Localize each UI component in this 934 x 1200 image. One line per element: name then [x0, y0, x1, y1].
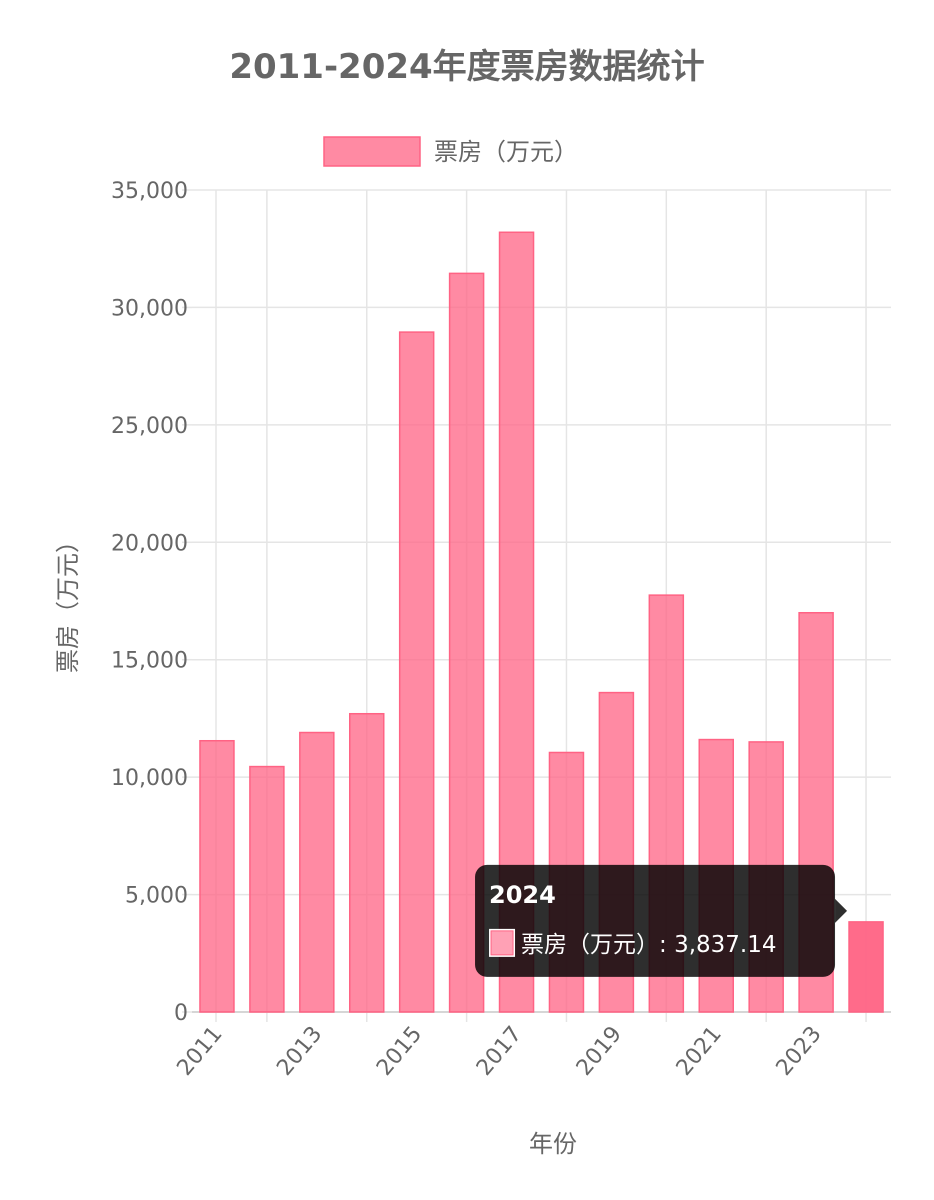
- x-tick-label: 2015: [372, 1022, 427, 1081]
- y-axis-title: 票房（万元）: [54, 529, 82, 673]
- chart-title: 2011-2024年度票房数据统计: [229, 47, 704, 87]
- tooltip: 2024 票房（万元）: 3,837.14: [475, 864, 848, 977]
- y-tick-label: 5,000: [125, 884, 188, 909]
- legend[interactable]: 票房（万元）: [323, 136, 578, 167]
- tooltip-swatch-fill: [490, 930, 514, 956]
- bar-2014[interactable]: [349, 712, 385, 1013]
- y-tick-label: 20,000: [111, 531, 188, 556]
- bar-2024[interactable]: [848, 921, 884, 1013]
- bar-2013[interactable]: [299, 731, 335, 1013]
- y-axis-ticks: 0 5,000 10,000 15,000 20,000 25,000 30,000 35,0…: [111, 179, 188, 1026]
- y-tick-label: 15,000: [111, 649, 188, 674]
- x-tick-label: 2021: [672, 1022, 727, 1081]
- tooltip-title: 2024: [489, 881, 556, 909]
- x-tick-label: 2019: [572, 1022, 627, 1081]
- bar-2011[interactable]: [199, 739, 235, 1013]
- legend-swatch: [323, 136, 421, 167]
- y-tick-label: 35,000: [111, 179, 188, 204]
- y-tick-label: 0: [174, 1001, 188, 1026]
- x-axis-ticks: 2011 2013 2015 2017 2019 2021 2023: [172, 1022, 826, 1081]
- tooltip-background: [475, 864, 836, 977]
- y-tick-label: 25,000: [111, 414, 188, 439]
- y-tick-label: 10,000: [111, 766, 188, 791]
- tooltip-caret: [835, 898, 848, 923]
- x-tick-label: 2017: [472, 1022, 527, 1081]
- bar-2015[interactable]: [398, 331, 435, 1013]
- y-tick-label: 30,000: [111, 296, 188, 321]
- x-tick-label: 2013: [272, 1022, 327, 1081]
- legend-label: 票房（万元）: [434, 138, 578, 166]
- bar-2012[interactable]: [249, 765, 285, 1013]
- x-axis-title: 年份: [529, 1130, 577, 1158]
- x-tick-label: 2011: [172, 1022, 227, 1081]
- tooltip-body: 票房（万元）: 3,837.14: [521, 932, 776, 958]
- x-tick-label: 2023: [772, 1022, 827, 1081]
